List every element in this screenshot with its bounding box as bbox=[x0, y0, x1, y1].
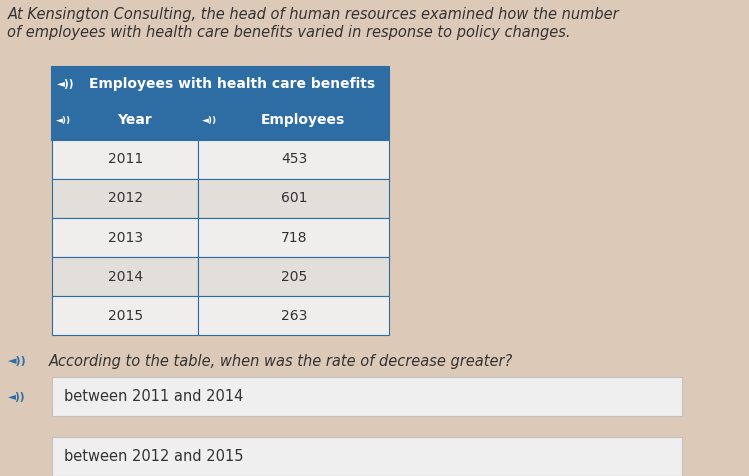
Text: ◄)): ◄)) bbox=[202, 116, 217, 125]
FancyBboxPatch shape bbox=[52, 296, 198, 335]
FancyBboxPatch shape bbox=[52, 437, 682, 476]
FancyBboxPatch shape bbox=[52, 140, 198, 179]
FancyBboxPatch shape bbox=[52, 218, 198, 257]
FancyBboxPatch shape bbox=[52, 377, 682, 416]
Text: 2015: 2015 bbox=[108, 308, 143, 323]
FancyBboxPatch shape bbox=[52, 101, 198, 140]
Text: According to the table, when was the rate of decrease greater?: According to the table, when was the rat… bbox=[49, 354, 513, 369]
Text: between 2011 and 2014: between 2011 and 2014 bbox=[64, 389, 243, 404]
Text: 2013: 2013 bbox=[108, 230, 143, 245]
FancyBboxPatch shape bbox=[198, 257, 389, 296]
FancyBboxPatch shape bbox=[198, 101, 389, 140]
FancyBboxPatch shape bbox=[198, 140, 389, 179]
Text: 2011: 2011 bbox=[108, 152, 143, 167]
FancyBboxPatch shape bbox=[198, 218, 389, 257]
Text: 2012: 2012 bbox=[108, 191, 143, 206]
Text: 2014: 2014 bbox=[108, 269, 143, 284]
FancyBboxPatch shape bbox=[52, 179, 198, 218]
Text: 601: 601 bbox=[281, 191, 307, 206]
Text: 718: 718 bbox=[281, 230, 307, 245]
FancyBboxPatch shape bbox=[52, 257, 198, 296]
FancyBboxPatch shape bbox=[52, 67, 389, 101]
Text: ◄)): ◄)) bbox=[7, 356, 26, 367]
Text: ◄)): ◄)) bbox=[57, 79, 74, 89]
Text: At Kensington Consulting, the head of human resources examined how the number
of: At Kensington Consulting, the head of hu… bbox=[7, 7, 619, 40]
Text: Year: Year bbox=[117, 113, 152, 128]
FancyBboxPatch shape bbox=[198, 179, 389, 218]
Text: Employees: Employees bbox=[261, 113, 345, 128]
Text: 453: 453 bbox=[281, 152, 307, 167]
Text: ◄)): ◄)) bbox=[7, 391, 25, 402]
Text: 263: 263 bbox=[281, 308, 307, 323]
FancyBboxPatch shape bbox=[198, 296, 389, 335]
Text: ◄)): ◄)) bbox=[56, 116, 71, 125]
Text: Employees with health care benefits: Employees with health care benefits bbox=[89, 77, 375, 91]
Text: 205: 205 bbox=[281, 269, 307, 284]
Text: between 2012 and 2015: between 2012 and 2015 bbox=[64, 449, 243, 465]
